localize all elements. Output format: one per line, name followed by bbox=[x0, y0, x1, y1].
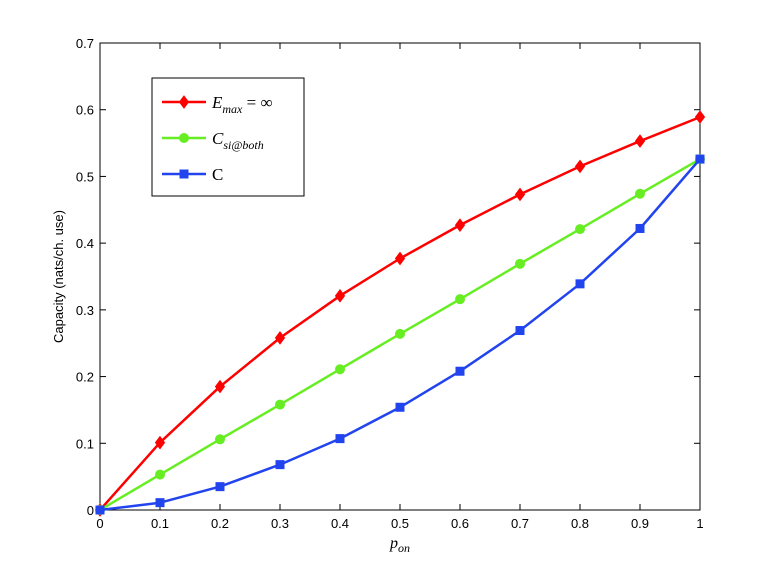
x-tick-label: 0.9 bbox=[631, 516, 649, 531]
circle-marker bbox=[395, 328, 405, 339]
circle-marker bbox=[635, 188, 645, 199]
series-2 bbox=[95, 154, 705, 515]
square-marker bbox=[575, 279, 585, 289]
diamond-marker bbox=[334, 289, 346, 303]
circle-marker bbox=[335, 364, 345, 375]
circle-marker bbox=[275, 399, 285, 410]
x-tick-label: 0 bbox=[96, 516, 103, 531]
square-marker bbox=[395, 402, 405, 412]
y-tick-label: 0.4 bbox=[76, 236, 94, 251]
square-marker bbox=[695, 154, 705, 164]
diamond-marker bbox=[274, 331, 286, 345]
diamond-marker bbox=[214, 379, 226, 394]
y-tick-label: 0.7 bbox=[76, 36, 94, 51]
x-tick-label: 0.2 bbox=[211, 516, 229, 531]
axis-labels: pon Capacity (nats/ch. use) bbox=[51, 210, 410, 555]
x-tick-label: 0.7 bbox=[511, 516, 529, 531]
x-tick-label: 0.4 bbox=[331, 516, 349, 531]
y-tick-label: 0.6 bbox=[76, 103, 94, 118]
circle-marker bbox=[515, 258, 525, 269]
square-marker bbox=[95, 505, 105, 515]
diamond-marker bbox=[694, 110, 706, 124]
legend: Emax = ∞ Csi@both C bbox=[151, 77, 305, 197]
x-tick-label: 0.1 bbox=[151, 516, 169, 531]
square-marker bbox=[515, 326, 525, 336]
diamond-marker bbox=[574, 159, 586, 174]
x-tick-label: 0.8 bbox=[571, 516, 589, 531]
y-tick-label: 0 bbox=[87, 503, 94, 518]
y-tick-label: 0.1 bbox=[76, 436, 94, 451]
square-marker bbox=[179, 169, 189, 179]
circle-marker bbox=[179, 133, 189, 143]
y-tick-label: 0.5 bbox=[76, 169, 94, 184]
x-tick-label: 1 bbox=[696, 516, 703, 531]
legend-entry: C bbox=[212, 165, 223, 184]
x-axis-label: pon bbox=[389, 535, 410, 555]
square-marker bbox=[155, 498, 165, 508]
circle-marker bbox=[455, 294, 465, 305]
y-tick-label: 0.2 bbox=[76, 370, 94, 385]
square-marker bbox=[335, 434, 345, 444]
circle-marker bbox=[215, 434, 225, 445]
diamond-marker bbox=[634, 134, 646, 148]
square-marker bbox=[275, 460, 285, 470]
x-tick-label: 0.3 bbox=[271, 516, 289, 531]
y-axis-label: Capacity (nats/ch. use) bbox=[51, 210, 66, 343]
square-marker bbox=[635, 223, 645, 233]
diamond-marker bbox=[394, 251, 406, 266]
square-marker bbox=[455, 366, 465, 376]
circle-marker bbox=[575, 224, 585, 235]
diamond-marker bbox=[514, 187, 526, 202]
x-tick-label: 0.6 bbox=[451, 516, 469, 531]
x-tick-label: 0.5 bbox=[391, 516, 409, 531]
diamond-marker bbox=[178, 95, 190, 109]
legend-entry: Emax = ∞ bbox=[211, 93, 273, 116]
series-0 bbox=[94, 110, 706, 517]
diamond-marker bbox=[154, 435, 166, 450]
legend-entry: Csi@both bbox=[212, 129, 264, 152]
diamond-marker bbox=[454, 218, 466, 232]
y-tick-label: 0.3 bbox=[76, 303, 94, 318]
circle-marker bbox=[155, 469, 165, 480]
series-layer bbox=[94, 110, 706, 517]
square-marker bbox=[215, 482, 225, 492]
axis-ticks: 0 0.1 0.2 0.3 0.4 0.5 0.6 0.7 0.8 0.9 1 0 0.1 0.2 0.3 0… bbox=[76, 36, 704, 531]
